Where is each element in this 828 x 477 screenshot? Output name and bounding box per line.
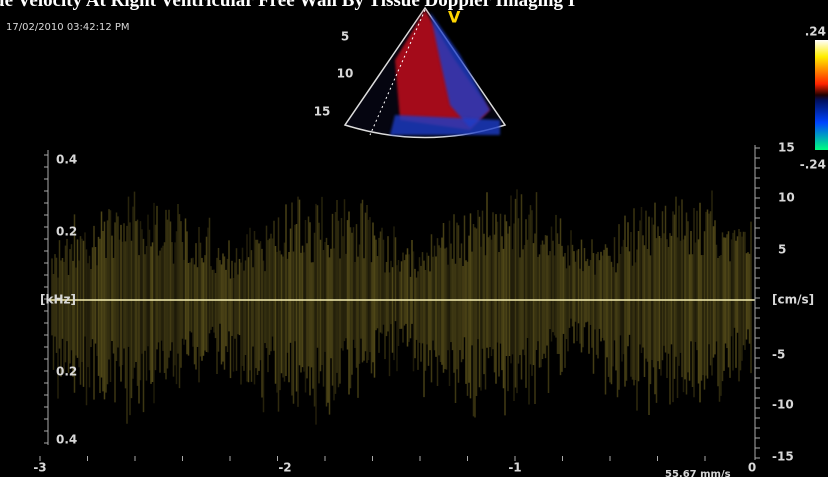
colorbar-min: -.24: [800, 158, 826, 172]
doppler-spectrum: [52, 189, 751, 424]
sweep-speed: 55.67 mm/s: [665, 469, 731, 477]
right-label: [cm/s]: [772, 293, 814, 307]
right-label: -10: [772, 398, 794, 412]
color-bar: [815, 40, 828, 150]
right-label: -5: [772, 348, 785, 362]
sector-label: V: [448, 8, 461, 27]
depth-label: 5: [341, 30, 349, 44]
depth-label: 15: [314, 105, 331, 119]
display: ue Velocity At Right Ventricular Free Wa…: [0, 0, 828, 477]
time-label: -1: [508, 461, 521, 475]
left-label: 0.4: [56, 153, 77, 167]
depth-label: 10: [337, 67, 354, 81]
title: ue Velocity At Right Ventricular Free Wa…: [0, 0, 575, 11]
time-label: -2: [278, 461, 291, 475]
time-label: 0: [748, 461, 756, 475]
left-label: [kHz]: [40, 293, 76, 307]
ultrasound-screen: ue Velocity At Right Ventricular Free Wa…: [0, 0, 828, 477]
right-label: 5: [778, 243, 786, 257]
left-label: 0.2: [56, 225, 77, 239]
left-label: 0.2: [56, 365, 77, 379]
color-doppler-sector: [345, 8, 505, 138]
timestamp: 17/02/2010 03:42:12 PM: [6, 22, 130, 33]
left-label: 0.4: [56, 433, 77, 447]
time-label: -3: [33, 461, 46, 475]
right-label: 15: [778, 141, 795, 155]
colorbar-max: .24: [805, 25, 826, 39]
right-label: -15: [772, 450, 794, 464]
right-label: 10: [778, 191, 795, 205]
